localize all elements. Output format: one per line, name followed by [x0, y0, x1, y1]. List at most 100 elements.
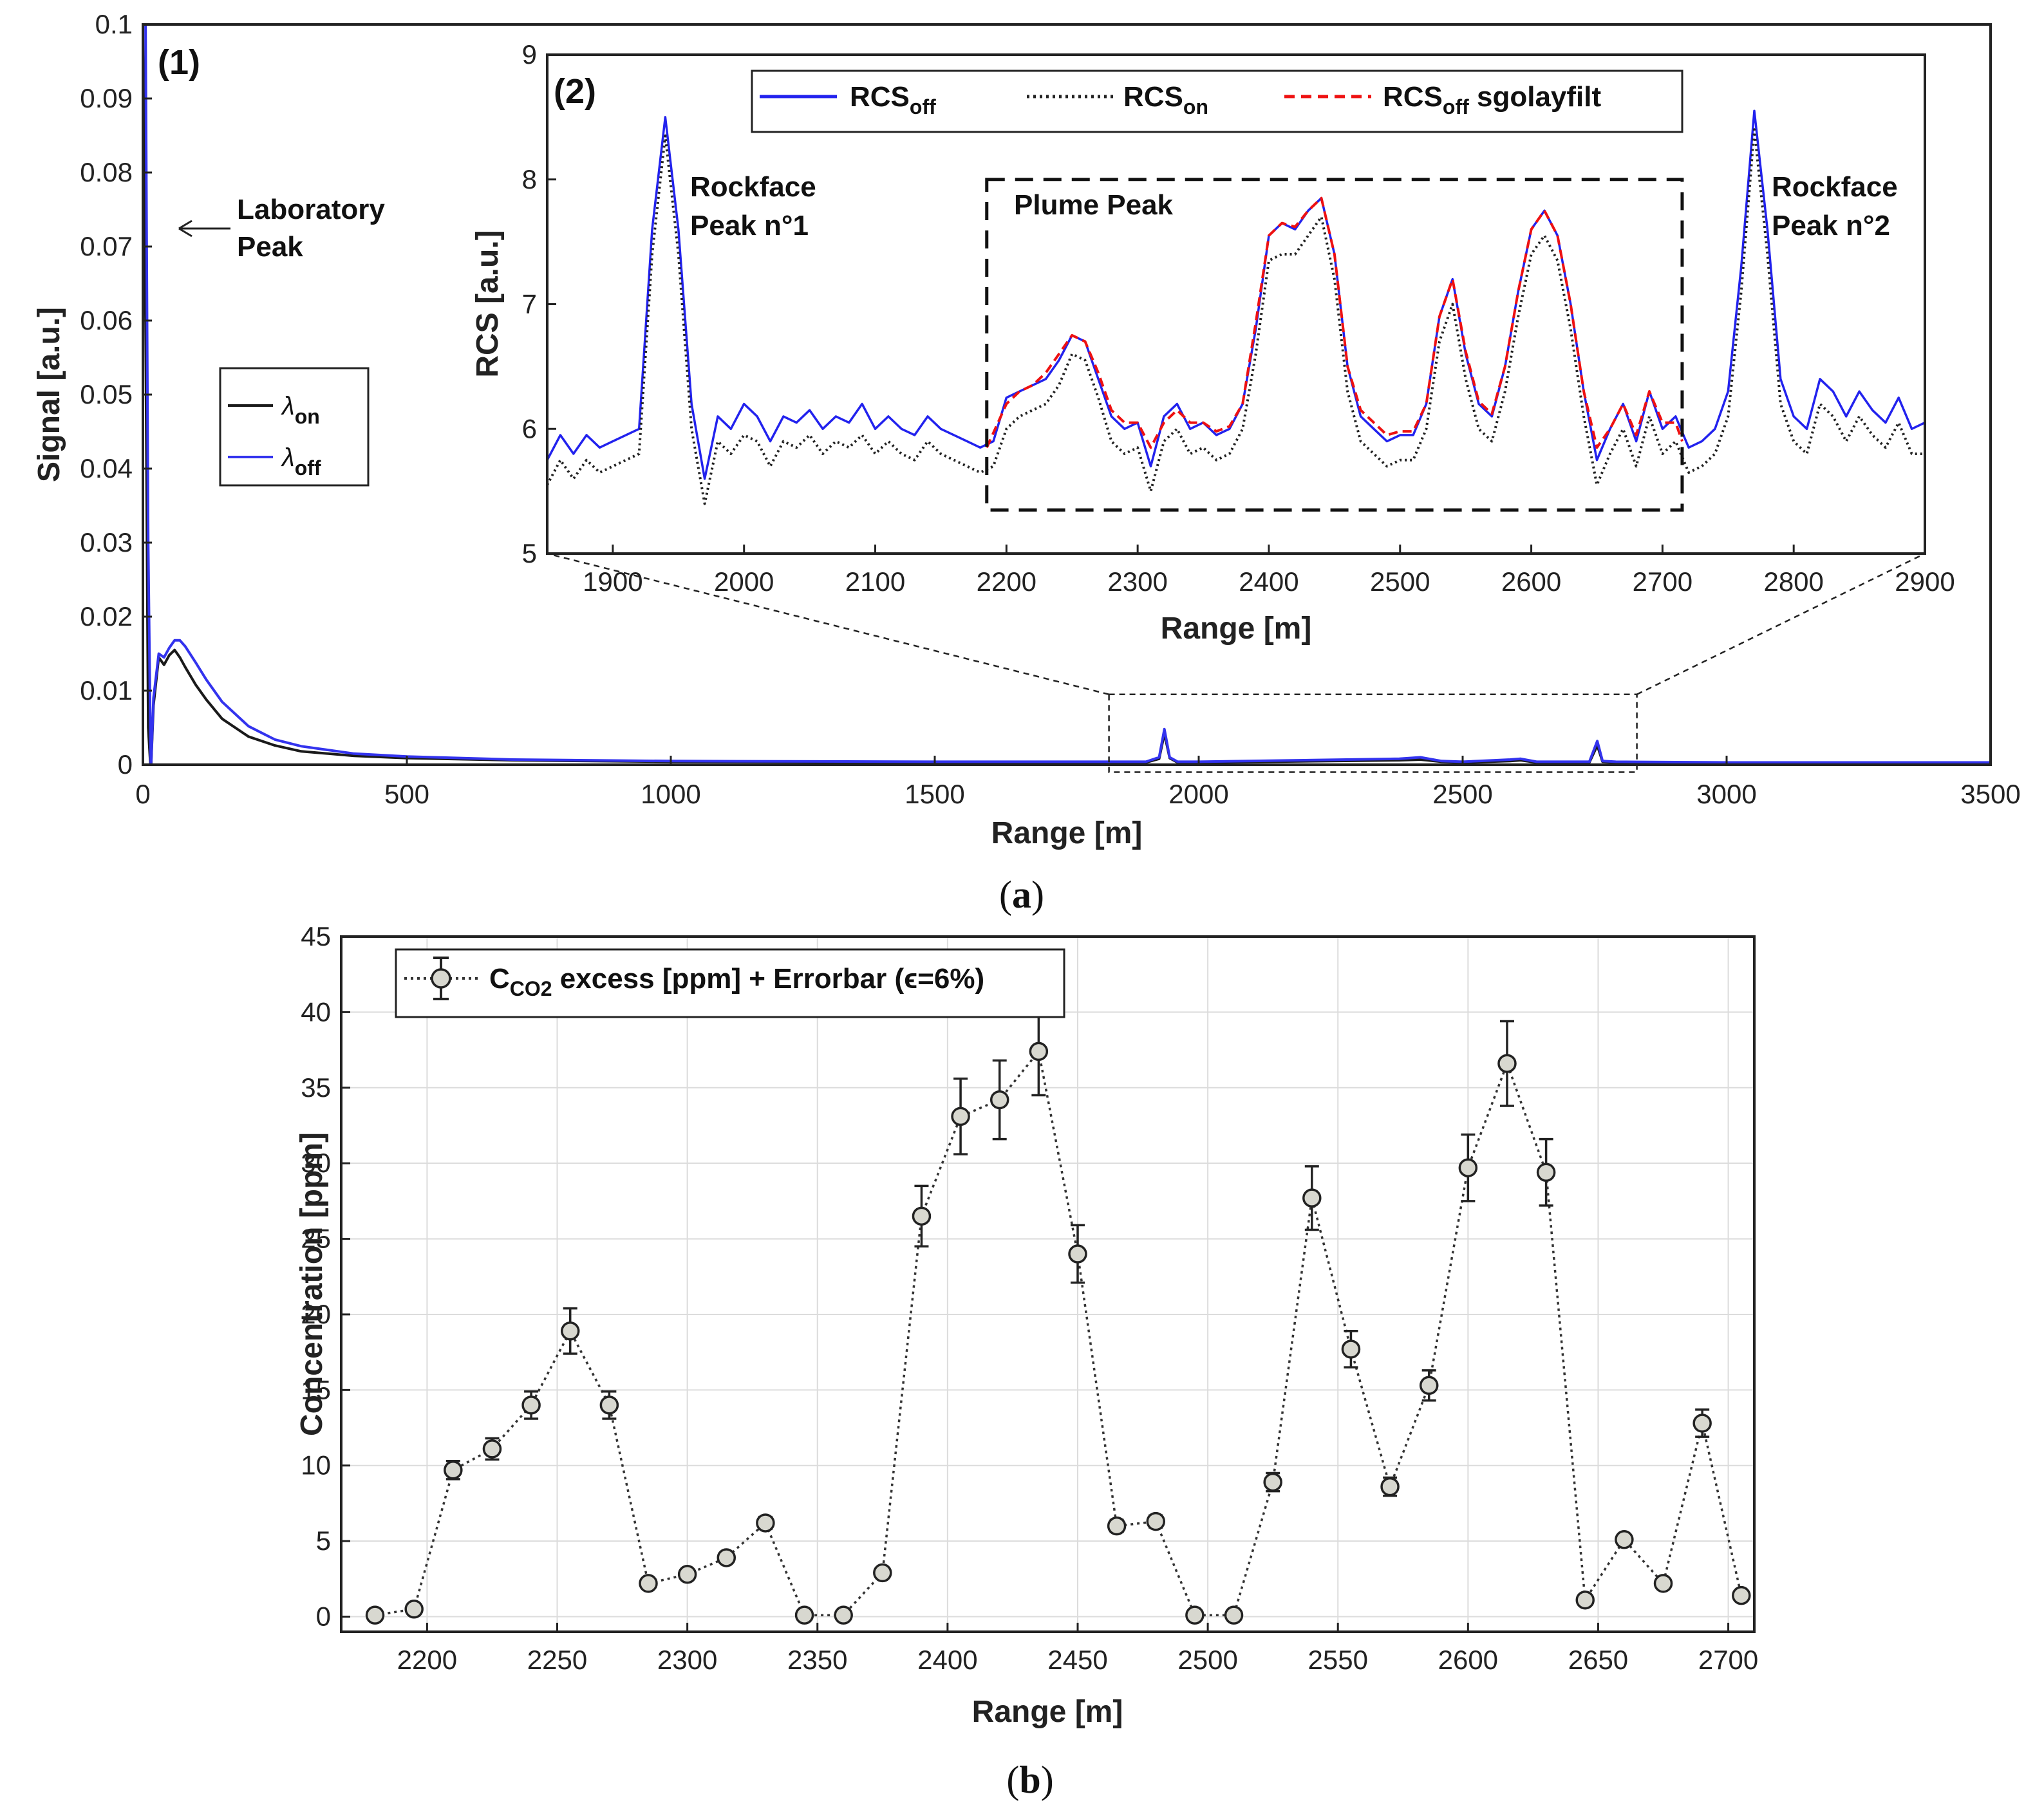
x-tick-label: 2600	[1438, 1645, 1498, 1675]
y-tick-label: 5	[316, 1526, 331, 1556]
data-point	[1380, 1476, 1400, 1497]
data-point	[756, 1513, 775, 1533]
data-point	[1146, 1511, 1166, 1531]
marker	[794, 1605, 814, 1625]
marker	[1615, 1530, 1634, 1549]
marker	[444, 1461, 463, 1480]
annotation-rockface-1-line1: Rockface	[690, 171, 816, 203]
x-tick-label: 2300	[1107, 566, 1167, 597]
x-tick-label: 0	[135, 779, 150, 809]
y-tick-label: 0.02	[80, 601, 133, 631]
y-tick-label: 30	[301, 1148, 331, 1178]
annotation-laboratory-peak: Laboratory Peak	[178, 194, 385, 263]
marker	[1653, 1574, 1673, 1593]
legend-label-b: CCO2 excess [ppm] + Errorbar (ϵ=6%)	[489, 963, 984, 1000]
marker	[834, 1605, 853, 1625]
legend-label-rcs-off-sgolay: RCSoff sgolayfilt	[1383, 81, 1601, 118]
marker	[1419, 1376, 1439, 1396]
data-point	[1497, 1020, 1517, 1107]
y-tick-label: 0.07	[80, 231, 133, 261]
y-tick-label: 20	[301, 1299, 331, 1329]
legend-box-b	[395, 948, 1065, 1018]
y-tick-label: 0.08	[80, 157, 133, 187]
y-tick-label: 5	[522, 538, 537, 568]
data-point	[1185, 1605, 1205, 1625]
y-tick-label: 8	[522, 164, 537, 194]
legend-a1: λon λoff	[219, 367, 370, 487]
marker	[1497, 1054, 1517, 1073]
data-point	[1732, 1585, 1751, 1605]
legend-b: CCO2 excess [ppm] + Errorbar (ϵ=6%)	[395, 948, 1065, 1018]
y-tick-label: 7	[522, 289, 537, 319]
data-point	[444, 1459, 463, 1480]
marker	[599, 1396, 619, 1415]
y-axis-label-a1: Signal [a.u.]	[32, 307, 66, 482]
y-tick-label: 25	[301, 1224, 331, 1254]
y-tick-label: 15	[301, 1374, 331, 1405]
annotation-line-2: Peak	[237, 231, 303, 263]
data-point	[1107, 1516, 1127, 1536]
caption-b: (b)	[1006, 1759, 1053, 1801]
x-tick-label: 2450	[1047, 1645, 1107, 1675]
data-point	[639, 1574, 658, 1593]
zoom-connector-left	[547, 552, 1109, 695]
x-axis-label-a2: Range [m]	[1161, 612, 1312, 646]
panel-label-a2: (2)	[554, 72, 596, 111]
y-tick-label: 0.04	[80, 453, 133, 483]
annotation-rockface-2-line1: Rockface	[1772, 171, 1898, 203]
y-tick-label: 35	[301, 1072, 331, 1103]
marker	[717, 1548, 736, 1567]
arrow-head-icon	[178, 219, 192, 238]
panel-label-a1: (1)	[158, 43, 200, 82]
y-axis-label-b: Concentration [ppm]	[295, 1132, 329, 1436]
marker	[1107, 1516, 1127, 1536]
x-tick-label: 2500	[1177, 1645, 1237, 1675]
data-point	[912, 1184, 932, 1248]
marker	[404, 1600, 424, 1619]
x-axis-label-b: Range [m]	[972, 1695, 1123, 1729]
data-point	[951, 1077, 970, 1155]
marker	[482, 1439, 502, 1459]
x-tick-label: 2100	[845, 566, 905, 597]
y-tick-label: 0.05	[80, 379, 133, 409]
marker	[1575, 1590, 1595, 1610]
marker	[639, 1574, 658, 1593]
data-point	[834, 1605, 853, 1625]
plot-frame-b	[340, 935, 1756, 1633]
legend-label-lambda-on: λon	[281, 392, 320, 428]
legend-box-a2	[751, 70, 1683, 133]
marker	[1380, 1477, 1400, 1497]
x-tick-label: 2400	[1239, 566, 1299, 597]
data-point	[560, 1307, 580, 1355]
marker	[1029, 1041, 1049, 1061]
marker	[1068, 1244, 1087, 1264]
x-tick-label: 2200	[977, 566, 1036, 597]
x-tick-label: 2000	[714, 566, 774, 597]
marker	[873, 1563, 892, 1583]
marker	[1146, 1511, 1166, 1531]
data-point	[717, 1548, 736, 1567]
marker	[912, 1206, 932, 1226]
data-point	[404, 1600, 424, 1619]
x-tick-label: 2900	[1895, 566, 1955, 597]
y-tick-label: 0.09	[80, 83, 133, 113]
data-point	[1575, 1590, 1595, 1610]
x-tick-label: 1000	[641, 779, 700, 809]
data-point	[794, 1605, 814, 1625]
y-tick-label: 0	[316, 1602, 331, 1632]
marker	[1263, 1472, 1282, 1492]
marker	[1458, 1158, 1478, 1177]
legend-label-rcs-off: RCSoff	[850, 81, 936, 118]
series-line-rcs-off-sgolay	[985, 196, 1683, 449]
plume-box	[985, 178, 1684, 512]
x-tick-label: 2500	[1432, 779, 1492, 809]
marker	[1732, 1585, 1751, 1605]
x-tick-label: 2550	[1308, 1645, 1368, 1675]
annotation-line-1: Laboratory	[237, 194, 385, 225]
marker	[1302, 1188, 1322, 1208]
x-tick-label: 2400	[917, 1645, 977, 1675]
series-line-co2	[375, 1050, 1743, 1616]
marker	[1224, 1605, 1244, 1625]
legend-box-a1	[219, 367, 370, 487]
